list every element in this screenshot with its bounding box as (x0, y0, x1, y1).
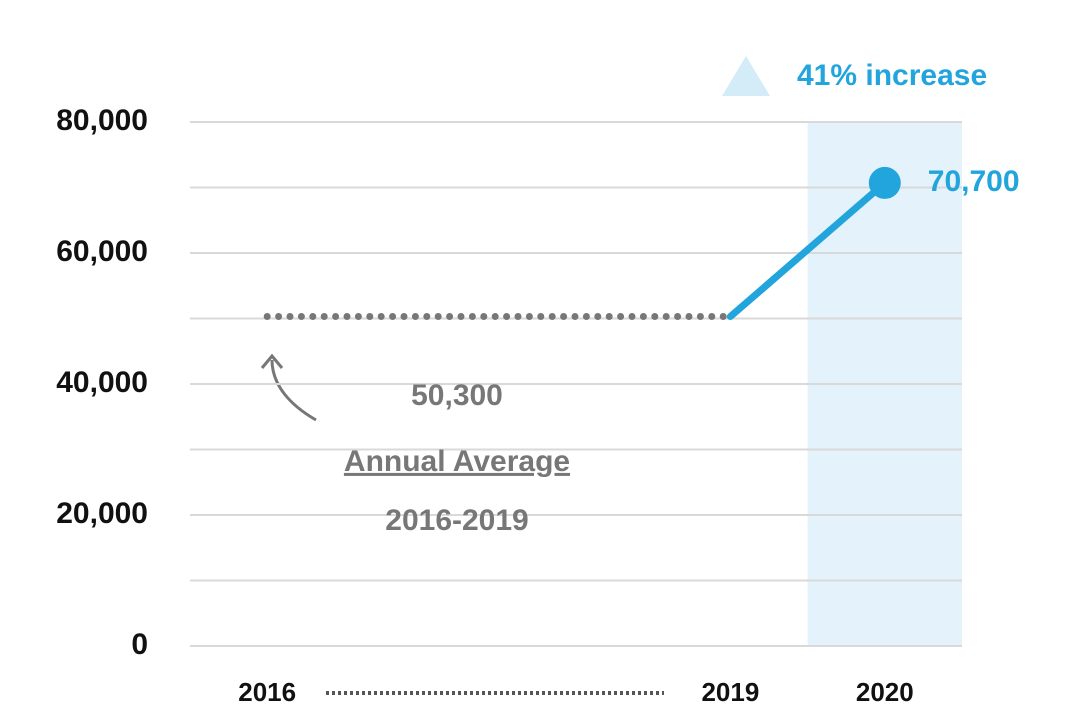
y-tick-label: 40,000 (56, 366, 148, 399)
increase-icon (722, 56, 770, 96)
y-tick-label: 0 (131, 628, 148, 661)
x-tick-label: 2020 (856, 677, 914, 707)
annotation-arrowhead (260, 353, 284, 369)
trend-line (726, 179, 889, 321)
y-tick-label: 60,000 (56, 235, 148, 268)
average-caption: 2016-2019 (385, 504, 528, 537)
average-caption: Annual Average (344, 445, 570, 478)
value-label: 70,700 (928, 165, 1020, 198)
annotation-arrow (270, 359, 317, 422)
increase-annotation: 41% increase (797, 59, 987, 92)
x-tick-label: 2016 (238, 677, 296, 707)
y-tick-label: 20,000 (56, 497, 148, 530)
average-value-label: 50,300 (411, 379, 503, 412)
x-tick-label: 2019 (701, 677, 759, 707)
end-point (868, 166, 901, 199)
y-tick-label: 80,000 (56, 104, 148, 137)
